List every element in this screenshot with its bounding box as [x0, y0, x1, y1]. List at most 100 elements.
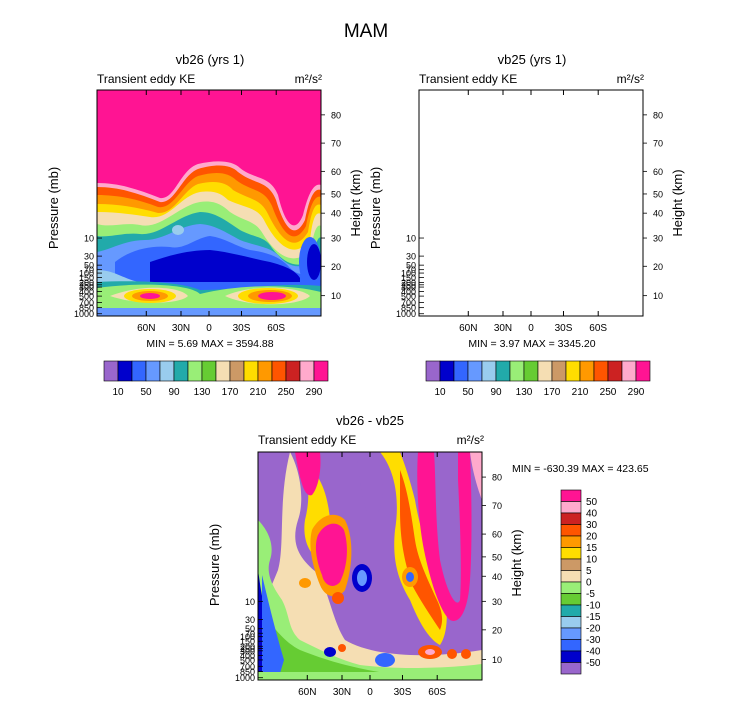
y-right-tick-label: 50	[653, 189, 663, 199]
contour-band	[338, 644, 346, 652]
panel-subtitle: Transient eddy KE	[258, 433, 356, 447]
contour-band	[465, 294, 479, 299]
contour-band	[447, 649, 457, 659]
colorbar-swatch	[425, 360, 441, 382]
y-tick-label: 250	[401, 280, 416, 290]
y-axis-right-label: Height (km)	[670, 169, 685, 236]
contour-band	[448, 290, 496, 302]
colorbar-label: 290	[628, 387, 645, 398]
y-tick-label: 150	[79, 273, 94, 283]
contour-band	[140, 293, 160, 299]
colorbar: 10 50 90 130 170 210 250 290	[103, 360, 329, 398]
y-tick-label: 50	[245, 624, 255, 634]
plot-frame	[418, 89, 644, 317]
y-tick-label: 70	[84, 265, 94, 275]
colorbar-swatch	[593, 360, 609, 382]
contour-band	[422, 224, 643, 316]
contour-band	[472, 250, 622, 282]
y-right-tick-label: 80	[653, 110, 663, 120]
y-right-tick-label: 60	[653, 167, 663, 177]
colorbar-label: 50	[140, 387, 152, 398]
contour-band	[258, 610, 482, 680]
x-tick-label: 30N	[172, 323, 190, 334]
y-right-tick-label: 30	[653, 234, 663, 244]
panel-title: vb25 (yrs 1)	[498, 52, 567, 67]
contour-band	[419, 161, 643, 316]
contour-band	[315, 523, 347, 586]
y-tick-label: 1000	[235, 673, 255, 683]
colorbar-label: -40	[586, 647, 601, 658]
colorbar-label: 250	[278, 387, 295, 398]
y-right-tick-label: 50	[492, 552, 502, 562]
y-tick-label: 200	[401, 278, 416, 288]
y-tick-label: 300	[79, 283, 94, 293]
x-tick-label: 60S	[267, 323, 285, 334]
colorbar-swatch	[560, 512, 582, 525]
colorbar-swatch	[560, 501, 582, 514]
y-tick-label: 30	[84, 252, 94, 262]
colorbar-swatch	[215, 360, 231, 382]
colorbar-label: 15	[586, 543, 598, 554]
panel-subtitle: Transient eddy KE	[97, 72, 195, 86]
y-right-tick-label: 40	[492, 572, 502, 582]
colorbar-label: 0	[586, 578, 592, 589]
y-tick-label: 150	[240, 637, 255, 647]
colorbar-label: 210	[250, 387, 267, 398]
y-tick-label: 500	[240, 655, 255, 665]
colorbar-label: -5	[586, 589, 595, 600]
colorbar-swatch	[299, 360, 315, 382]
y-right-tick-label: 70	[653, 139, 663, 149]
y-axis-right-label: Height (km)	[348, 169, 363, 236]
colorbar-swatch	[523, 360, 539, 382]
y-tick-label: 1000	[396, 309, 416, 319]
colorbar-swatch	[560, 535, 582, 548]
y-tick-label: 500	[401, 292, 416, 302]
min-max-text: MIN = 5.69 MAX = 3594.88	[146, 338, 273, 350]
y-right-tick-label: 70	[331, 139, 341, 149]
panel-difference: vb26 - vb25 Transient eddy KE m²/s²	[207, 413, 649, 698]
colorbar-swatch	[131, 360, 147, 382]
colorbar-swatch	[560, 604, 582, 617]
colorbar-swatch	[607, 360, 623, 382]
contour-band	[324, 647, 336, 657]
contour-band	[258, 292, 286, 300]
min-max-text: MIN = -630.39 MAX = 423.65	[512, 463, 649, 475]
y-tick-label: 50	[406, 261, 416, 271]
colorbar-swatch	[467, 360, 483, 382]
contour-field	[419, 90, 643, 318]
y-right-tick-label: 80	[492, 473, 502, 483]
min-max-text: MIN = 3.97 MAX = 3345.20	[468, 338, 595, 350]
colorbar-swatch	[285, 360, 301, 382]
y-tick-label: 850	[401, 303, 416, 313]
colorbar-swatch	[560, 547, 582, 560]
contour-band	[422, 212, 643, 316]
colorbar-swatch	[560, 570, 582, 583]
contour-band	[419, 182, 643, 316]
y-tick-label: 500	[79, 292, 94, 302]
colorbar-swatch	[117, 360, 133, 382]
contour-band	[332, 592, 344, 604]
colorbar-swatch	[495, 360, 511, 382]
contour-band	[406, 572, 414, 582]
contour-band	[422, 202, 643, 316]
contour-band	[425, 649, 435, 655]
figure-title: MAM	[344, 21, 388, 42]
colorbar-swatch	[103, 360, 119, 382]
colorbar-label: 10	[434, 387, 446, 398]
colorbar-swatch	[635, 360, 651, 382]
x-tick-label: 60N	[459, 323, 477, 334]
colorbar-swatch	[201, 360, 217, 382]
contour-band	[504, 223, 520, 237]
colorbar-label: 130	[194, 387, 211, 398]
colorbar-swatch	[453, 360, 469, 382]
colorbar-swatch	[621, 360, 637, 382]
colorbar-swatch	[481, 360, 497, 382]
y-tick-label: 70	[406, 265, 416, 275]
colorbar-label: 5	[586, 566, 592, 577]
y-axis-right-label: Height (km)	[509, 529, 524, 596]
x-tick-label: 30N	[494, 323, 512, 334]
colorbar-label: 170	[222, 387, 239, 398]
contour-band	[417, 452, 472, 621]
contour-band	[629, 244, 643, 280]
y-axis-label: Pressure (mb)	[207, 524, 222, 606]
